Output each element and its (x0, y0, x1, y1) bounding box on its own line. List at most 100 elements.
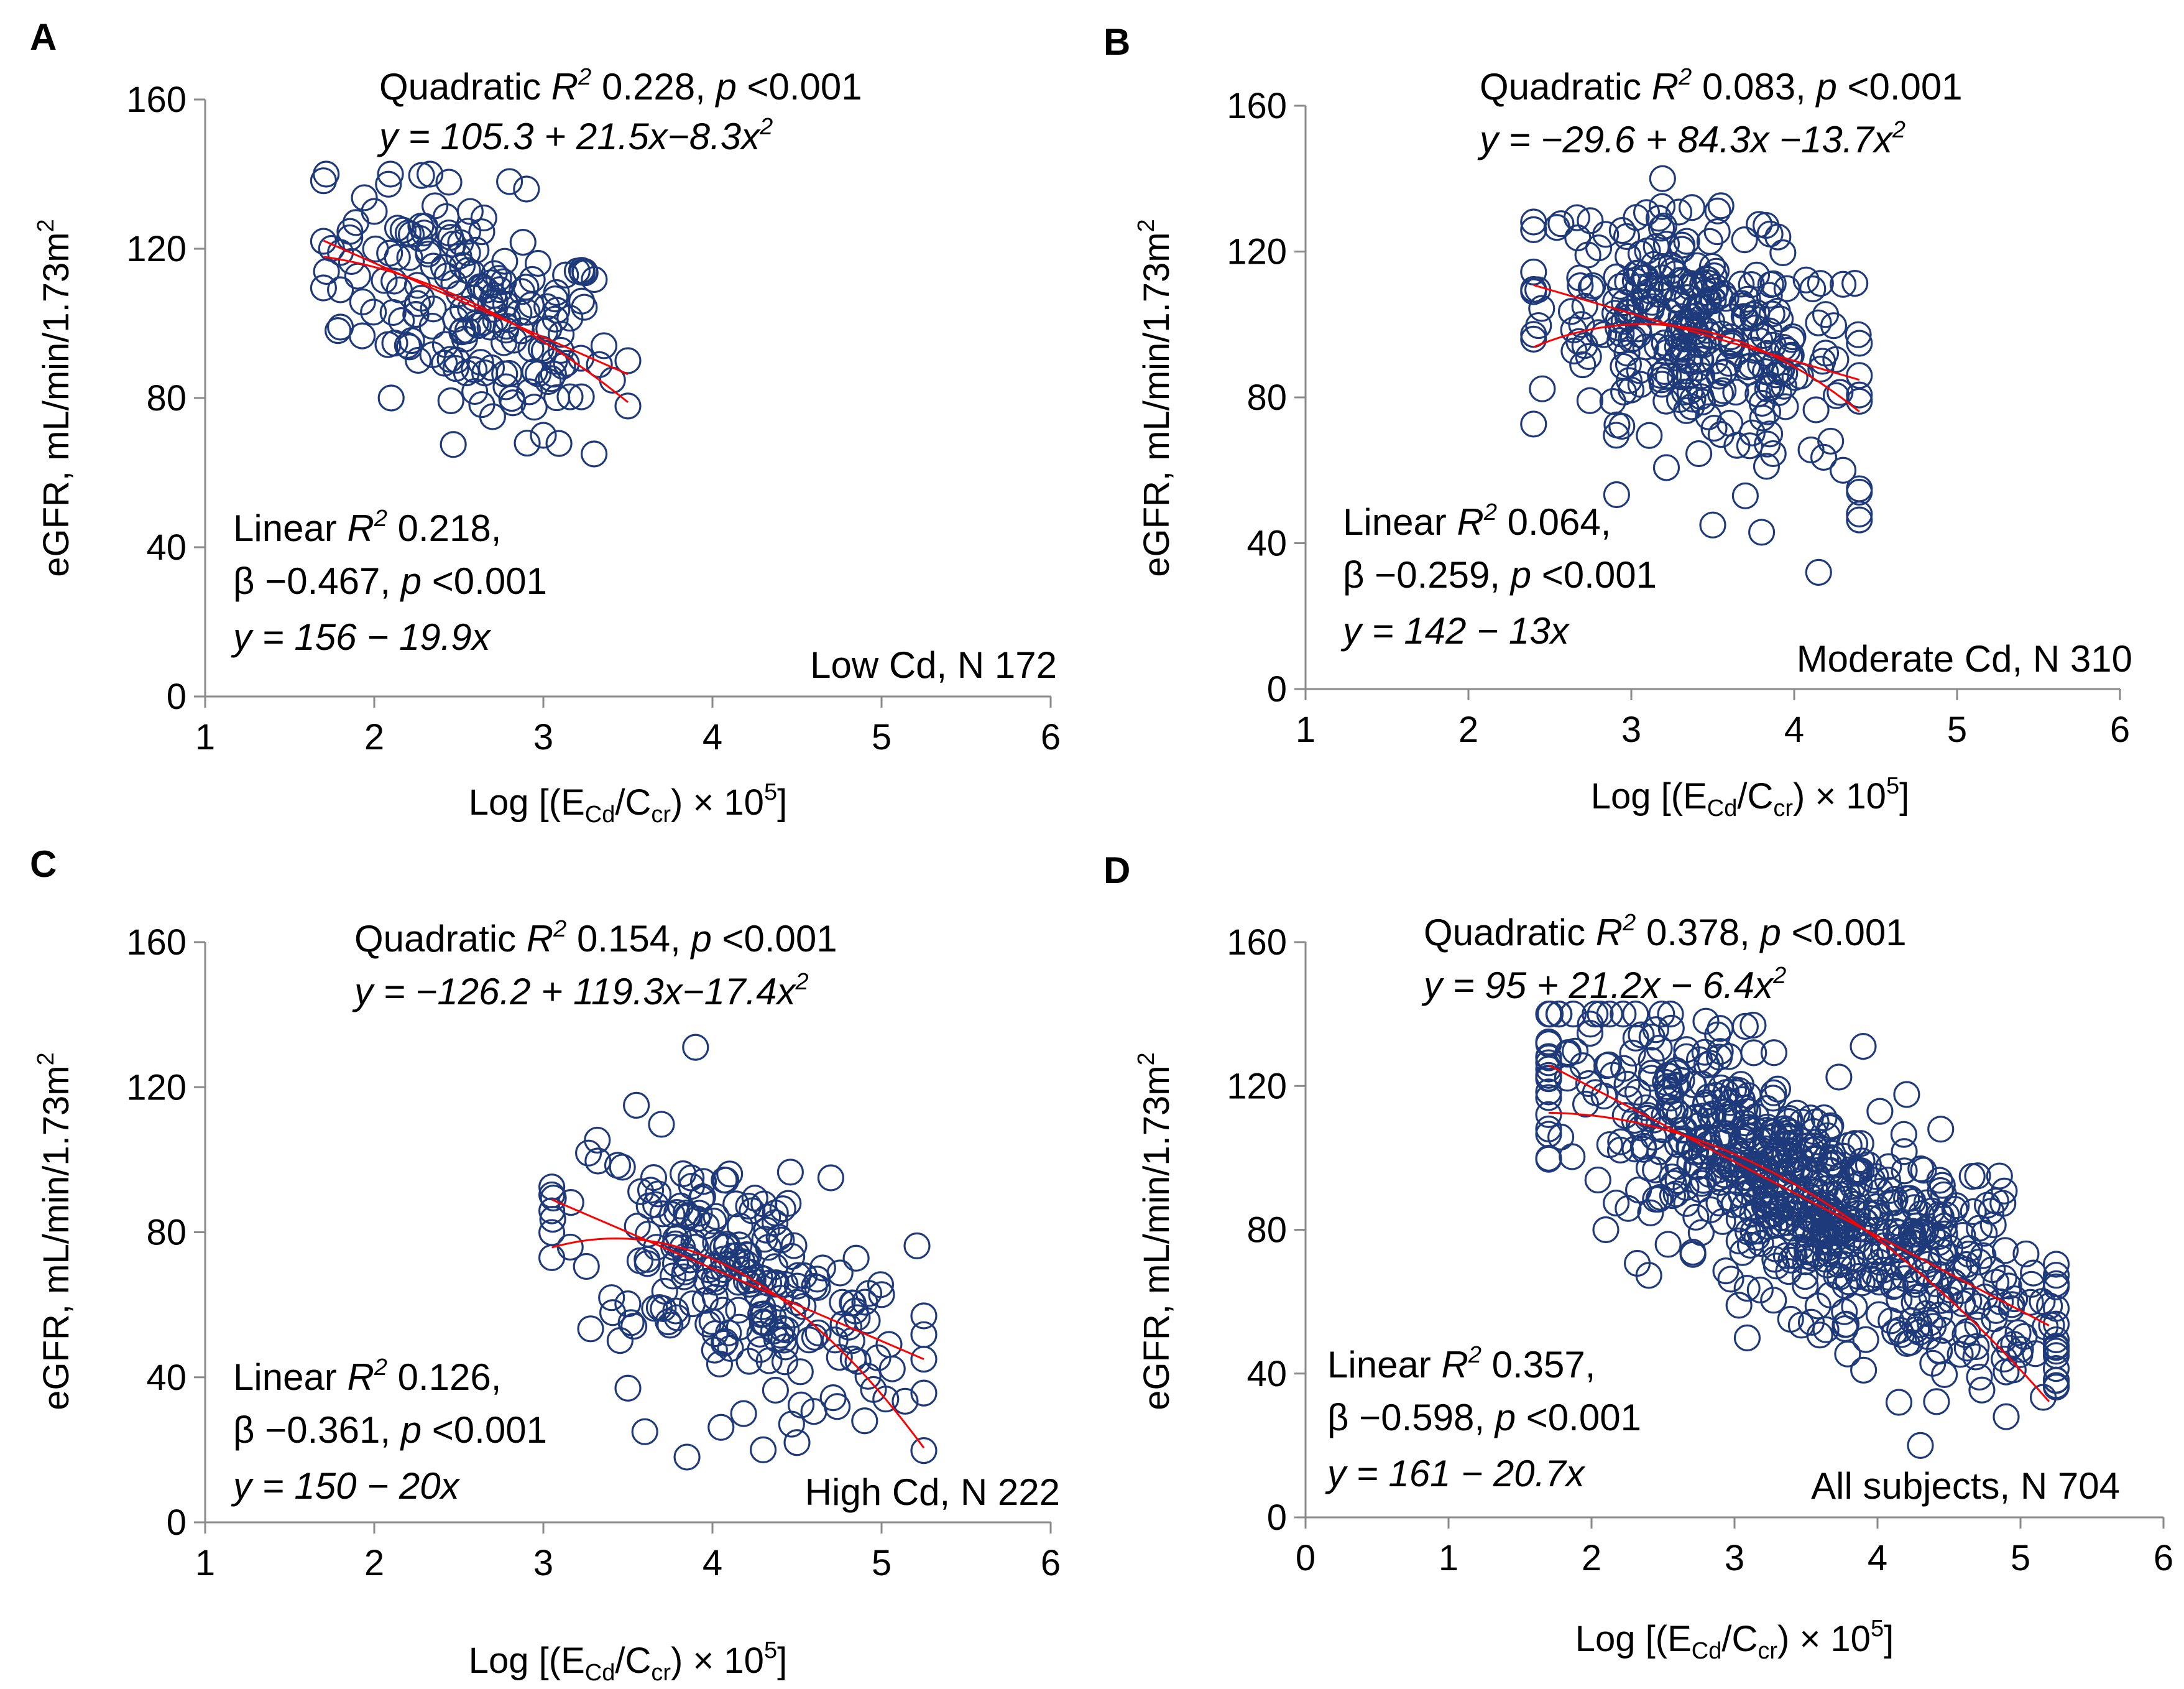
data-point (456, 198, 484, 225)
data-point (1657, 1001, 1684, 1028)
quadratic-equation: y = 105.3 + 21.5x−8.3x2 (377, 114, 773, 157)
data-point (691, 1287, 719, 1314)
data-point (512, 274, 540, 301)
data-point (326, 276, 354, 303)
y-axis-label: eGFR, mL/min/1.73m2 (1133, 219, 1177, 577)
data-point (590, 332, 618, 359)
y-tick-label: 120 (1227, 232, 1287, 272)
data-point (1707, 1168, 1734, 1196)
data-point (787, 1391, 815, 1418)
y-axis-label: eGFR, mL/min/1.73m2 (1133, 1052, 1177, 1410)
y-tick-label: 80 (1246, 377, 1287, 418)
x-tick-label: 4 (703, 717, 722, 757)
data-point (415, 240, 442, 268)
data-point (447, 229, 474, 256)
data-point (375, 170, 402, 198)
data-point (517, 291, 545, 318)
data-point (1650, 212, 1677, 240)
data-point (829, 1310, 857, 1338)
data-point (1899, 1188, 1927, 1215)
x-axis-label: Log [(ECd/Ccr) × 105] (1591, 773, 1909, 821)
linear-fit-line (323, 239, 629, 376)
data-point (1735, 1081, 1762, 1109)
data-point (1867, 1178, 1894, 1205)
data-point (1692, 265, 1720, 292)
data-point (1745, 1155, 1772, 1183)
data-point (1606, 327, 1634, 354)
data-point (2042, 1355, 2070, 1382)
data-point (1846, 506, 1873, 534)
data-point (1634, 237, 1661, 264)
data-point (1762, 361, 1790, 389)
scatter-points (1520, 165, 1873, 586)
data-point (1817, 1112, 1845, 1139)
data-point (1520, 410, 1547, 438)
linear-beta: β −0.467, p <0.001 (233, 560, 547, 602)
x-tick-label: 5 (872, 1543, 892, 1583)
data-point (1936, 1234, 1964, 1262)
data-point (1953, 1335, 1981, 1362)
data-point (1692, 1007, 1720, 1035)
quadratic-fit-curve (551, 1237, 925, 1449)
data-point (1736, 1231, 1764, 1259)
data-point (1602, 288, 1629, 315)
data-point (2012, 1240, 2040, 1267)
data-point (385, 276, 413, 303)
data-point (1576, 387, 1603, 414)
data-point (500, 326, 528, 354)
data-point (1760, 1039, 1788, 1067)
data-point (1535, 1043, 1562, 1070)
y-tick-label: 160 (126, 922, 187, 963)
panel-letter: A (30, 16, 57, 58)
data-point (530, 422, 557, 449)
x-tick-label: 3 (1621, 710, 1641, 750)
data-point (1799, 275, 1827, 303)
data-point (2042, 1251, 2070, 1278)
data-point (336, 224, 364, 252)
linear-beta: β −0.361, p <0.001 (233, 1409, 547, 1451)
data-point (1684, 302, 1711, 330)
data-point (706, 1350, 734, 1378)
data-point (655, 1308, 682, 1336)
data-point (1965, 1248, 1993, 1275)
data-point (1728, 1086, 1756, 1113)
quadratic-stats: Quadratic R2 0.083, p <0.001 (1480, 64, 1963, 108)
data-point (1672, 1173, 1700, 1201)
data-point (1559, 1001, 1587, 1028)
data-point (1822, 346, 1850, 373)
data-point (1866, 1249, 1893, 1276)
data-point (1802, 396, 1830, 423)
data-point (1702, 257, 1730, 285)
data-point (1886, 1286, 1913, 1313)
data-point (405, 346, 432, 374)
data-point (586, 351, 613, 378)
data-point (420, 295, 447, 323)
data-point (1575, 343, 1602, 371)
data-point (377, 384, 405, 412)
data-point (537, 365, 565, 392)
data-point (1662, 1072, 1690, 1099)
data-point (377, 160, 404, 188)
data-point (910, 1379, 938, 1407)
x-axis-label: Log [(ECd/Ccr) × 105] (1575, 1616, 1894, 1664)
data-point (1572, 1090, 1600, 1118)
data-point (540, 1184, 567, 1212)
data-point (1717, 1266, 1744, 1293)
data-point (1705, 1156, 1732, 1183)
data-point (1673, 228, 1700, 255)
data-point (851, 1407, 878, 1435)
data-point (1616, 1085, 1643, 1113)
data-point (1687, 383, 1715, 410)
data-point (1773, 275, 1800, 302)
data-point (1649, 371, 1676, 398)
data-point (1845, 1159, 1873, 1186)
data-point (1852, 1326, 1879, 1353)
data-point (604, 1152, 632, 1179)
data-point (1561, 1037, 1589, 1065)
x-tick-label: 2 (1582, 1538, 1601, 1578)
data-point (1647, 1183, 1674, 1211)
data-point (703, 1203, 730, 1230)
data-point (1749, 404, 1776, 432)
quadratic-equation: y = 95 + 21.2x − 6.4x2 (1421, 963, 1786, 1006)
data-point (606, 1327, 634, 1354)
